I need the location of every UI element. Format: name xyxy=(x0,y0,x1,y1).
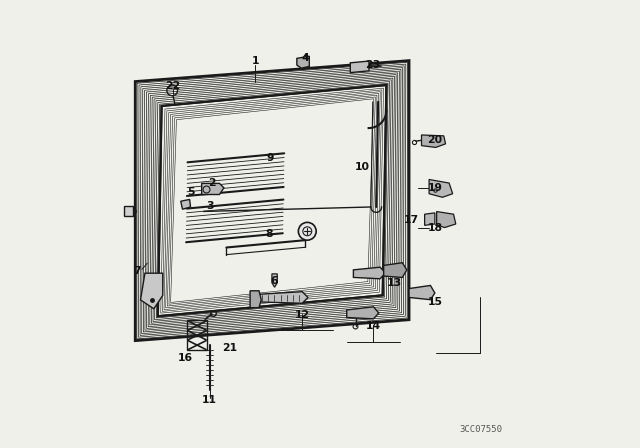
Polygon shape xyxy=(141,273,163,309)
Polygon shape xyxy=(297,56,309,68)
Text: 18: 18 xyxy=(428,224,442,233)
Polygon shape xyxy=(422,135,445,147)
Text: 10: 10 xyxy=(355,162,371,172)
Text: 5: 5 xyxy=(187,187,195,197)
Text: 22: 22 xyxy=(166,81,180,91)
Text: 12: 12 xyxy=(294,310,310,320)
Text: 14: 14 xyxy=(366,321,381,332)
Polygon shape xyxy=(383,263,407,277)
Text: 8: 8 xyxy=(265,229,273,239)
Polygon shape xyxy=(202,183,224,194)
Text: 6: 6 xyxy=(271,276,278,286)
Polygon shape xyxy=(180,199,191,209)
Bar xyxy=(124,206,134,216)
Text: 13: 13 xyxy=(387,278,403,288)
Polygon shape xyxy=(350,61,369,73)
Polygon shape xyxy=(409,285,435,300)
Text: 17: 17 xyxy=(404,215,419,225)
Circle shape xyxy=(298,222,316,240)
Text: 2: 2 xyxy=(209,178,216,188)
Polygon shape xyxy=(424,213,435,225)
Polygon shape xyxy=(353,267,385,279)
Text: 16: 16 xyxy=(178,353,193,363)
Polygon shape xyxy=(347,307,379,319)
Text: 19: 19 xyxy=(428,183,442,194)
Text: 15: 15 xyxy=(428,297,442,307)
Text: 23: 23 xyxy=(365,60,380,69)
Text: 7: 7 xyxy=(132,266,140,276)
Text: 3CC07550: 3CC07550 xyxy=(460,425,502,434)
Polygon shape xyxy=(436,211,456,228)
Polygon shape xyxy=(250,291,261,308)
Text: 20: 20 xyxy=(428,135,442,145)
Text: 21: 21 xyxy=(223,343,237,353)
Text: 3: 3 xyxy=(206,201,213,211)
Polygon shape xyxy=(258,292,308,303)
Polygon shape xyxy=(272,274,277,287)
Text: 1: 1 xyxy=(252,56,259,66)
Text: 9: 9 xyxy=(266,153,274,163)
Polygon shape xyxy=(429,180,452,197)
Text: 11: 11 xyxy=(202,395,217,405)
Text: 4: 4 xyxy=(302,53,310,63)
